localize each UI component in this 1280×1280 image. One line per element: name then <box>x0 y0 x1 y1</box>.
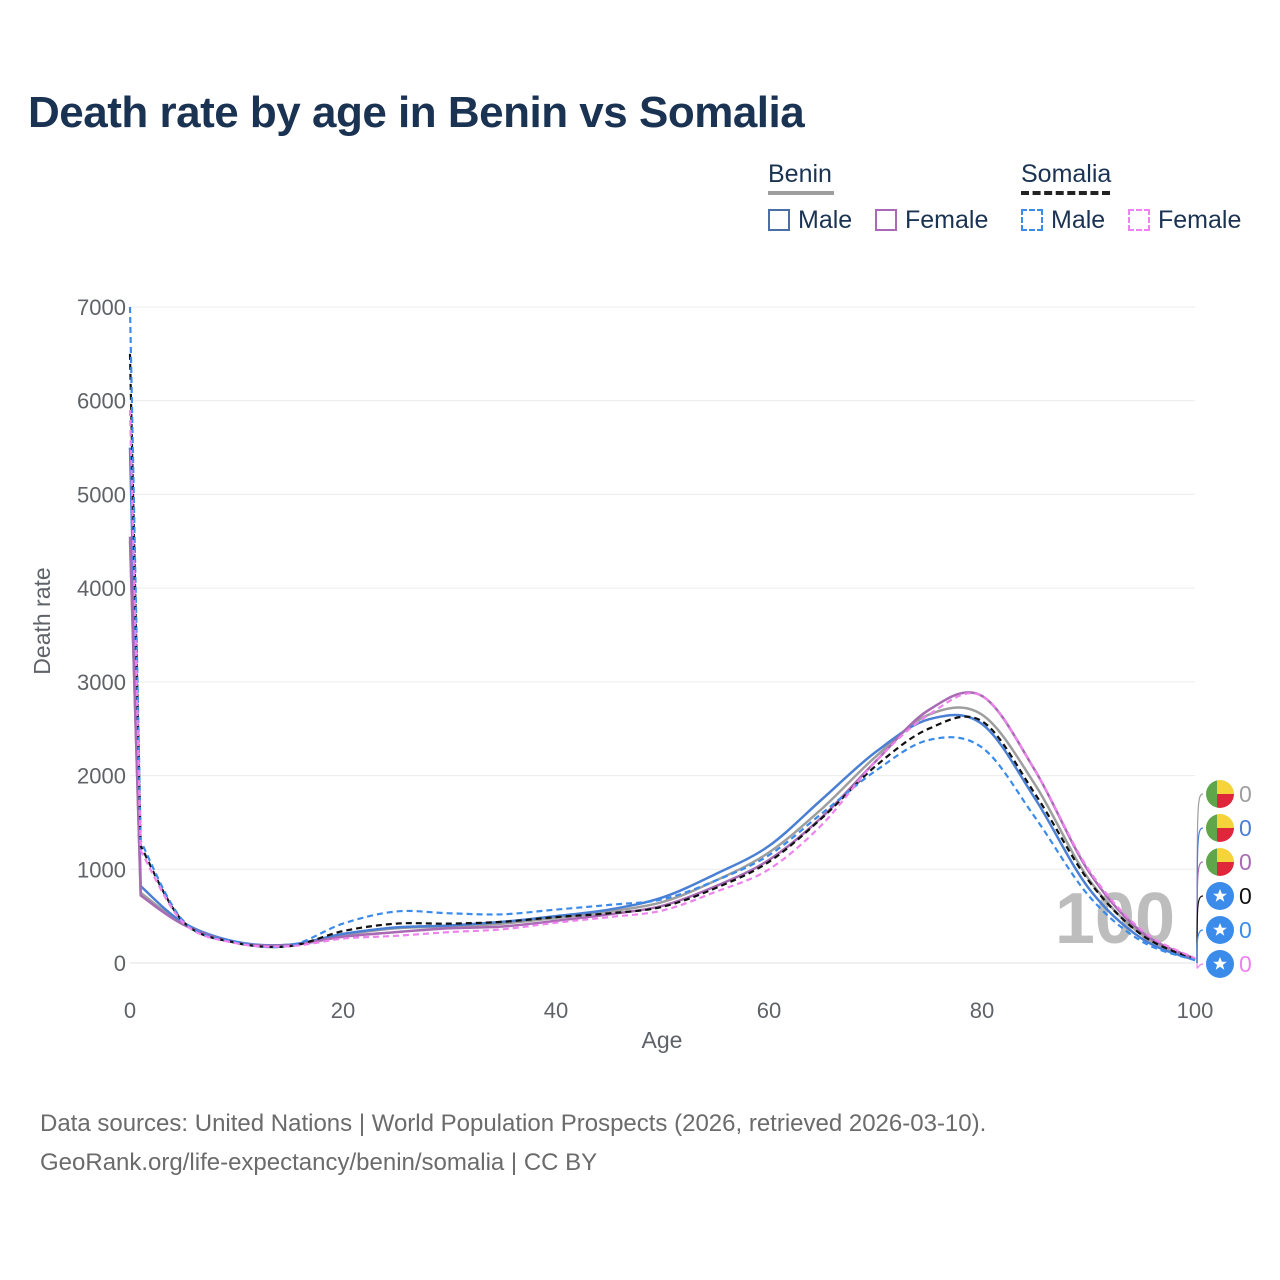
end-label-connector <box>1196 929 1204 964</box>
x-axis-ticks: 0 20 40 60 80 100 <box>124 998 1213 1023</box>
chart-title: Death rate by age in Benin vs Somalia <box>28 88 805 137</box>
end-value-label: 0 <box>1239 781 1252 807</box>
end-value-label: 0 <box>1239 849 1252 875</box>
y-tick-label: 0 <box>114 951 126 976</box>
y-tick-label: 1000 <box>77 857 126 882</box>
series-line-somalia-male[interactable] <box>128 306 1196 962</box>
y-axis-ticks: 0 1000 2000 3000 4000 5000 6000 7000 <box>77 295 126 976</box>
y-tick-label: 2000 <box>77 764 126 789</box>
x-tick-label: 0 <box>124 998 136 1023</box>
x-axis-title: Age <box>642 1027 683 1053</box>
somalia-flag-icon <box>1206 916 1234 944</box>
y-tick-label: 5000 <box>77 482 126 507</box>
benin-flag-icon <box>1206 814 1234 842</box>
end-value-label: 0 <box>1239 951 1252 977</box>
y-tick-label: 6000 <box>77 389 126 414</box>
grid-layer <box>130 306 1195 964</box>
y-tick-label: 4000 <box>77 576 126 601</box>
footer: Data sources: United Nations | World Pop… <box>40 1104 986 1182</box>
source-link[interactable]: GeoRank.org/life-expectancy/benin/somali… <box>40 1149 598 1176</box>
end-labels: 0 0 0 0 0 0 <box>1196 780 1252 978</box>
series-line-somalia-total-[interactable] <box>128 353 1196 961</box>
x-tick-label: 20 <box>331 998 355 1023</box>
y-axis-title: Death rate <box>29 567 55 674</box>
benin-flag-icon <box>1206 780 1234 808</box>
end-value-label: 0 <box>1239 883 1252 909</box>
data-sources-text: Data sources: United Nations | World Pop… <box>40 1110 987 1137</box>
y-tick-label: 7000 <box>77 295 126 320</box>
x-tick-label: 80 <box>970 998 994 1023</box>
series-layer <box>128 306 1196 962</box>
series-line-benin-male[interactable] <box>128 447 1196 962</box>
x-tick-label: 40 <box>544 998 568 1023</box>
somalia-flag-icon <box>1206 882 1234 910</box>
x-tick-label: 100 <box>1177 998 1214 1023</box>
x-tick-label: 60 <box>757 998 781 1023</box>
somalia-flag-icon <box>1206 950 1234 978</box>
series-line-benin-female[interactable] <box>128 536 1196 960</box>
benin-flag-icon <box>1206 848 1234 876</box>
end-label-connector <box>1196 962 1204 969</box>
end-value-label: 0 <box>1239 917 1252 943</box>
end-value-label: 0 <box>1239 815 1252 841</box>
series-line-somalia-female[interactable] <box>128 410 1196 960</box>
y-tick-label: 3000 <box>77 670 126 695</box>
